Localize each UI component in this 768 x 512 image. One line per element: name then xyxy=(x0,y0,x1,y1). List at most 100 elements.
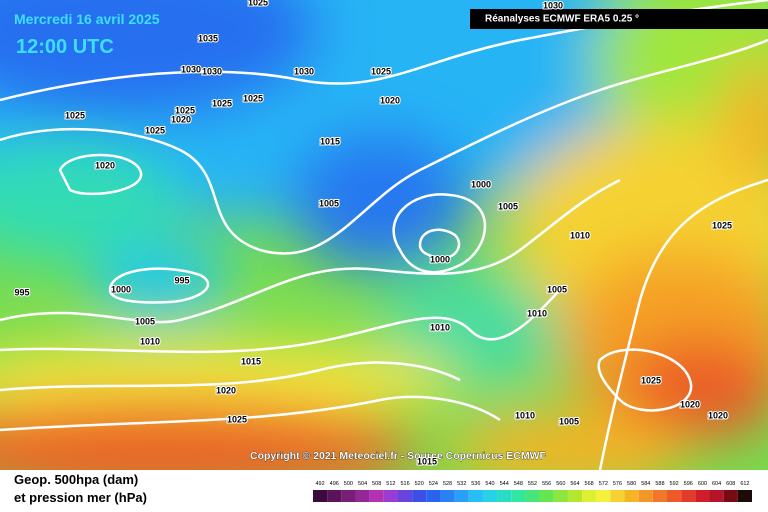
isobar-label: 1005 xyxy=(547,284,567,294)
scale-swatch xyxy=(426,490,441,502)
scale-label: 528 xyxy=(443,481,452,487)
scale-swatch xyxy=(412,490,427,502)
scale-swatch xyxy=(313,490,328,502)
scale-swatch xyxy=(369,490,384,502)
scale-swatch xyxy=(327,490,342,502)
scale-swatch xyxy=(681,490,696,502)
isobar-label: 1005 xyxy=(559,416,579,426)
scale-label: 580 xyxy=(627,481,636,487)
scale-label: 492 xyxy=(315,481,324,487)
isobar-label: 1025 xyxy=(212,98,232,108)
isobar-label: 1020 xyxy=(708,410,728,420)
scale-label: 552 xyxy=(528,481,537,487)
scale-swatch xyxy=(539,490,554,502)
isobar-label: 1015 xyxy=(320,136,340,146)
isobar-label: 1020 xyxy=(380,95,400,105)
isobar-label: 1015 xyxy=(241,356,261,366)
isobar-label: 1010 xyxy=(430,322,450,332)
scale-swatch xyxy=(709,490,724,502)
scale-label: 592 xyxy=(670,481,679,487)
scale-swatch xyxy=(397,490,413,502)
scale-label: 604 xyxy=(712,481,721,487)
scale-label: 500 xyxy=(344,481,353,487)
scale-swatch xyxy=(695,490,710,502)
scale-label: 524 xyxy=(429,481,438,487)
isobar-label: 1030 xyxy=(543,0,563,10)
isobar-label: 995 xyxy=(14,287,29,297)
isobar-label: 1010 xyxy=(570,230,590,240)
isobar-label: 1010 xyxy=(515,410,535,420)
copyright: Copyright © 2021 Meteociel.fr - Source C… xyxy=(250,450,547,462)
scale-label: 560 xyxy=(556,481,565,487)
isobar-label: 1025 xyxy=(227,414,247,424)
isobar-label: 1000 xyxy=(111,284,131,294)
isobar-label: 1035 xyxy=(198,33,218,43)
scale-swatch xyxy=(652,490,668,502)
scale-label: 540 xyxy=(485,481,494,487)
scale-label: 572 xyxy=(599,481,608,487)
isobar-label: 1005 xyxy=(319,198,339,208)
legend-line1: Geop. 500hpa (dam) xyxy=(14,472,138,487)
isobar-label: 1000 xyxy=(471,179,491,189)
isobar-label: 1005 xyxy=(135,316,155,326)
scale-label: 584 xyxy=(641,481,650,487)
scale-swatch xyxy=(582,490,597,502)
scale-swatch xyxy=(737,490,752,502)
scale-label: 548 xyxy=(514,481,523,487)
isobar-label: 1030 xyxy=(294,66,314,76)
isobar-lines xyxy=(0,0,768,470)
header-box xyxy=(470,9,768,29)
scale-swatch xyxy=(723,490,738,502)
isobar-label: 1020 xyxy=(216,385,236,395)
isobar-label: 1025 xyxy=(248,0,268,7)
scale-swatch xyxy=(610,490,625,502)
scale-swatch xyxy=(624,490,639,502)
scale-label: 600 xyxy=(698,481,707,487)
isobar-label: 1025 xyxy=(712,220,732,230)
scale-swatch xyxy=(567,490,583,502)
scale-swatch xyxy=(454,490,469,502)
date-label: Mercredi 16 avril 2025 xyxy=(14,11,160,27)
isobar-label: 1030 xyxy=(181,64,201,74)
scale-label: 532 xyxy=(457,481,466,487)
time-label: 12:00 UTC xyxy=(16,36,114,58)
isobar-label: 1000 xyxy=(430,254,450,264)
isobar-label: 1015 xyxy=(417,456,437,466)
color-scale: 492 496 500 504 508 512 516 520 524 528 532 536 540 5… xyxy=(313,481,752,502)
scale-swatch xyxy=(355,490,370,502)
scale-label: 536 xyxy=(471,481,480,487)
isobar-label: 1025 xyxy=(65,110,85,120)
isobar-label: 1025 xyxy=(175,105,195,115)
isobar-label: 1005 xyxy=(498,201,518,211)
scale-swatch xyxy=(497,490,512,502)
scale-swatch xyxy=(596,490,611,502)
scale-label: 576 xyxy=(613,481,622,487)
scale-label: 556 xyxy=(542,481,551,487)
scale-label: 544 xyxy=(500,481,509,487)
scale-label: 612 xyxy=(740,481,749,487)
isobar-label: 995 xyxy=(174,275,189,285)
isobar-label: 1025 xyxy=(243,93,263,103)
scale-label: 588 xyxy=(655,481,664,487)
scale-label: 504 xyxy=(358,481,367,487)
scale-label: 568 xyxy=(585,481,594,487)
scale-label: 516 xyxy=(400,481,409,487)
scale-label: 508 xyxy=(372,481,381,487)
legend-line2: et pression mer (hPa) xyxy=(14,490,147,505)
isobar-label: 1020 xyxy=(171,114,191,124)
isobar-label: 1020 xyxy=(95,160,115,170)
scale-swatch xyxy=(383,490,398,502)
geopotential-field: Réanalyses ECMWF ERA5 0.25 ° Mercredi 16… xyxy=(0,0,768,470)
scale-swatch xyxy=(638,490,653,502)
isobar-label: 1025 xyxy=(145,125,165,135)
isobar-label: 1010 xyxy=(527,308,547,318)
scale-label: 496 xyxy=(330,481,339,487)
scale-label: 596 xyxy=(684,481,693,487)
isobar-label: 1020 xyxy=(680,399,700,409)
source-label: Réanalyses ECMWF ERA5 0.25 ° xyxy=(485,14,639,25)
scale-swatch xyxy=(525,490,540,502)
isobar-label: 1010 xyxy=(140,336,160,346)
